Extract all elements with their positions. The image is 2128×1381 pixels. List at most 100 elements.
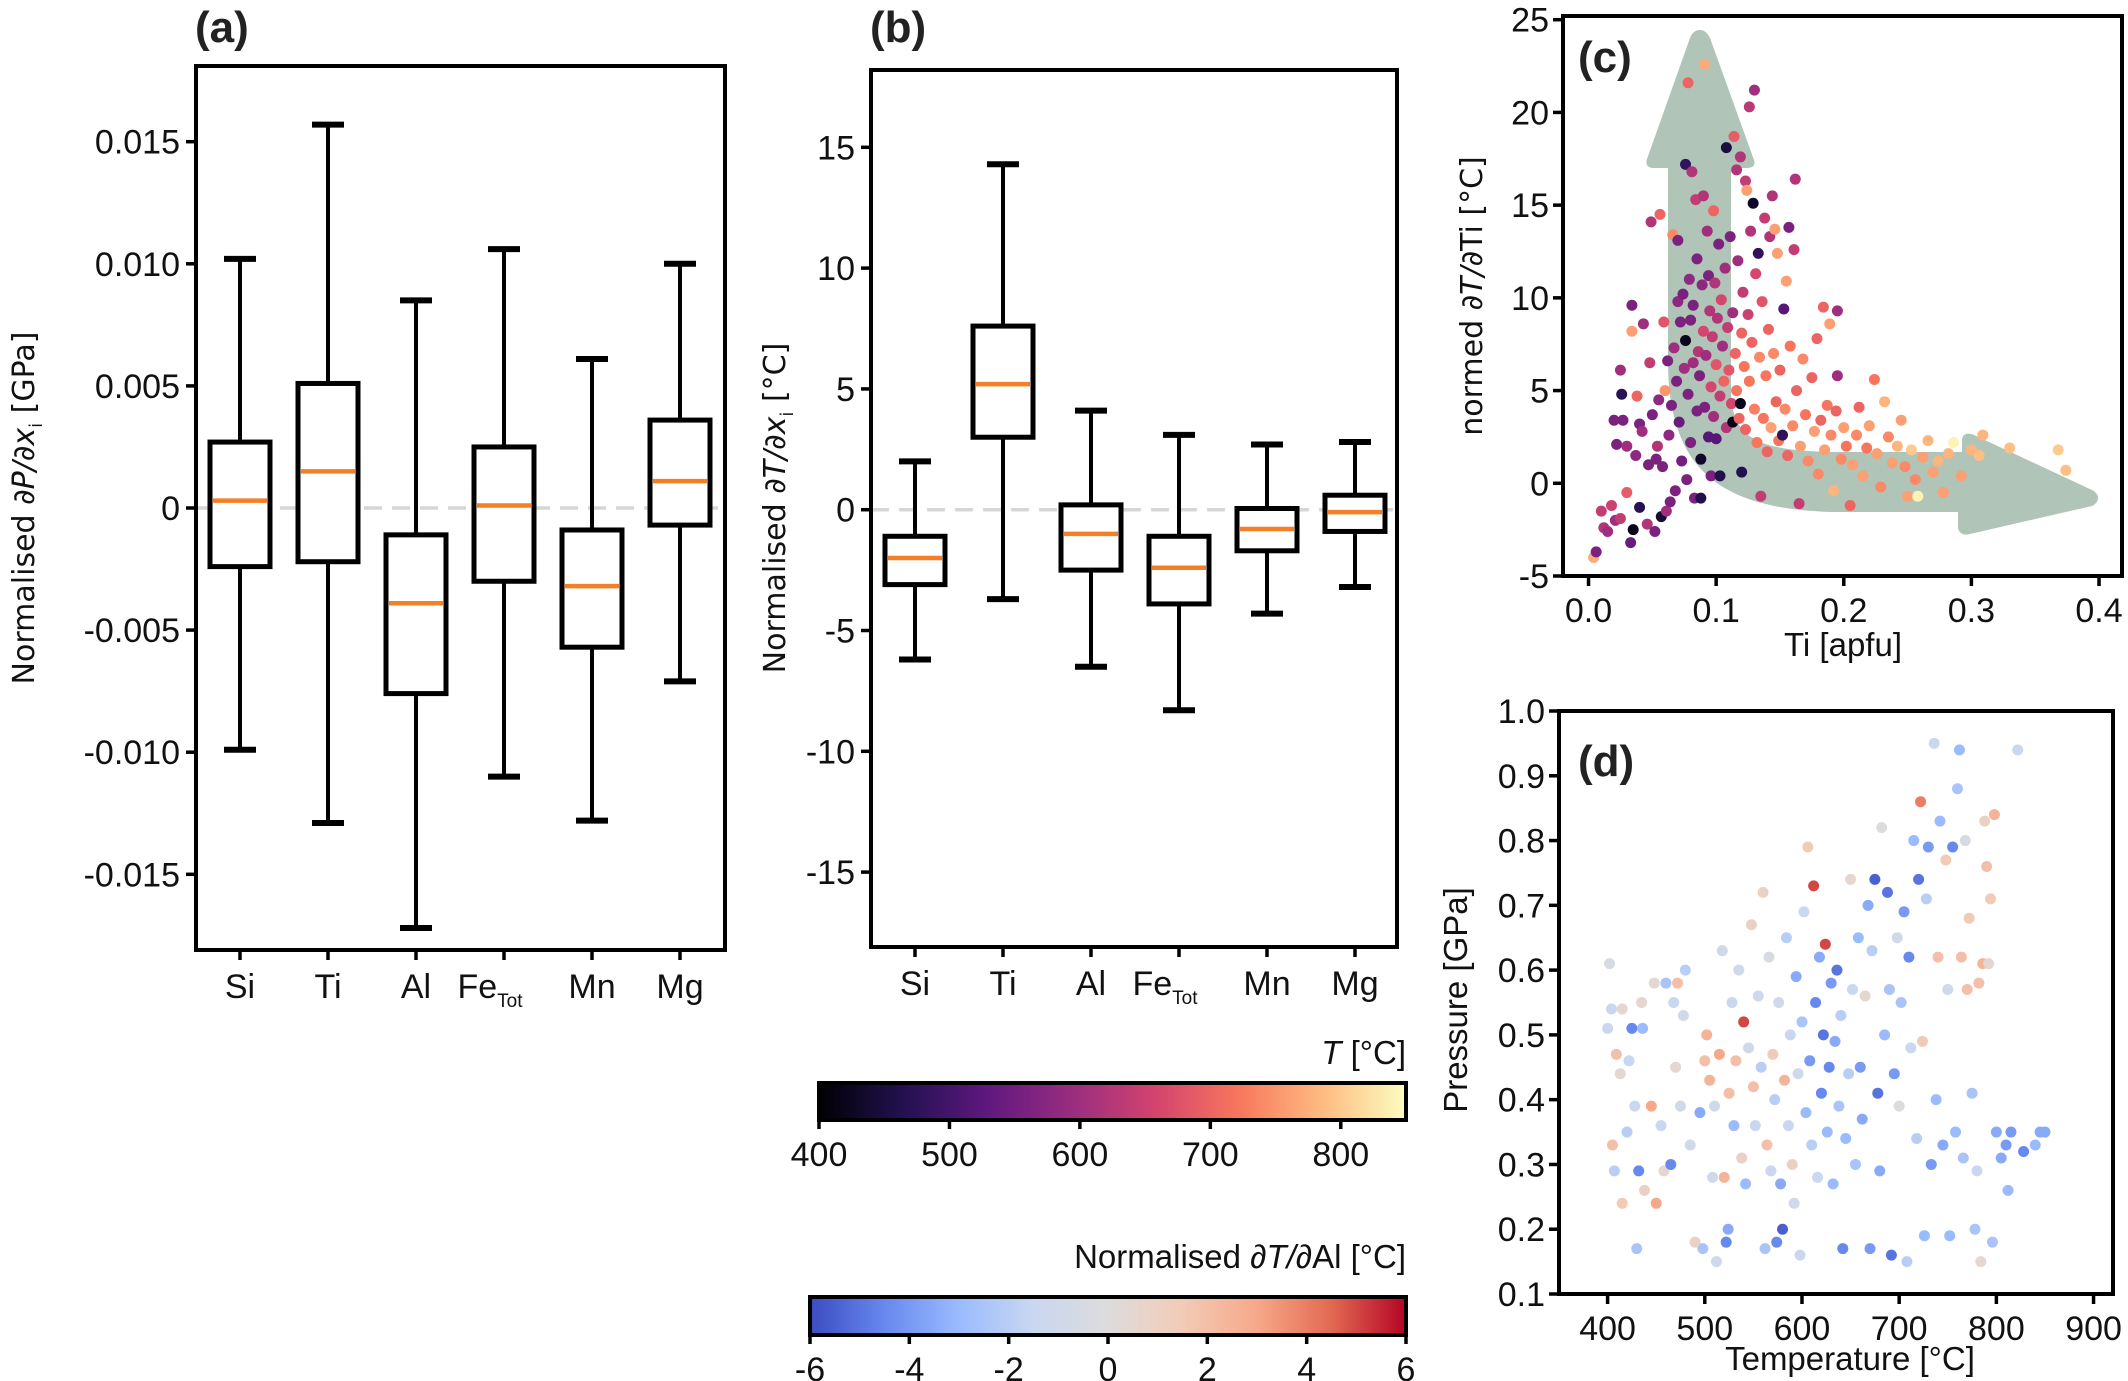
data-point [1845,873,1857,885]
data-point [1950,1126,1962,1138]
data-point [1825,977,1837,989]
data-point [1977,429,1989,441]
panel-a: (a) 0.015 0.010 0.005 0 -0.005 -0.010 -0.015 S… [7,3,727,1012]
data-point [1817,301,1829,313]
data-point [1677,288,1689,300]
data-point [1879,396,1891,408]
data-point [1871,448,1883,460]
data-point [1731,385,1743,397]
data-point [1602,1022,1614,1034]
data-point [1691,253,1703,265]
panel-d-yticks: 1.0 0.9 0.8 0.7 0.6 0.5 0.4 0.3 0.2 0.1 [1498,693,1559,1314]
data-point [1798,906,1810,918]
colorbar-dTdAl-gradient [810,1297,1406,1335]
y-tick-label: 0.4 [1498,1082,1545,1120]
data-point [1961,984,1973,996]
data-point [1837,1243,1849,1255]
y-tick-label: 0.1 [1498,1276,1545,1314]
data-point [1724,231,1736,243]
data-point [1614,513,1626,525]
x-tick-label: 500 [1676,1310,1733,1348]
data-point [1723,364,1735,376]
colorbar-temperature-label: T [°C] [1321,1034,1406,1071]
data-point [1815,414,1827,426]
colorbar-tick-label: 2 [1198,1351,1217,1381]
box-si [207,255,273,753]
colorbar-tick-label: 800 [1312,1136,1369,1174]
data-point [1677,1009,1689,1021]
data-point [1819,444,1831,456]
y-tick-label: -0.015 [84,856,180,894]
data-point [1932,951,1944,963]
data-point [1862,899,1874,911]
box-mg [647,260,713,685]
x-tick-label: Mg [656,968,703,1006]
data-point [2060,464,2072,476]
data-point [1965,444,1977,456]
data-point [1720,142,1732,154]
data-point [1728,131,1740,143]
data-point [1740,1178,1752,1190]
data-point [1783,221,1795,233]
data-point [1823,1061,1835,1073]
data-point [1932,455,1944,467]
data-point [1709,1100,1721,1112]
data-point [1704,305,1716,317]
data-point [1911,1133,1923,1145]
data-point [2004,442,2016,454]
data-point [1811,333,1823,345]
data-point [1913,873,1925,885]
data-point [1944,1230,1956,1242]
data-point [1608,414,1620,426]
data-point [1734,151,1746,163]
data-point [1713,1048,1725,1060]
data-point [1685,314,1697,326]
data-point [1695,453,1707,465]
data-point [1942,984,1954,996]
data-point [1646,409,1658,421]
data-point [1602,525,1614,537]
panel-c-xlabel: Ti [apfu] [1784,626,1902,663]
data-point [1756,296,1768,308]
data-point [1626,325,1638,337]
data-point [1985,893,1997,905]
data-point [1707,1171,1719,1183]
data-point [1983,958,1995,970]
data-point [1752,990,1764,1002]
data-point [1774,364,1786,376]
colorbar-tick-label: -2 [994,1351,1024,1381]
data-point [1840,1133,1852,1145]
data-point [1737,286,1749,298]
data-point [1710,1256,1722,1268]
data-point [2012,744,2024,756]
box-fe_tot [1146,431,1212,714]
data-point [1937,487,1949,499]
data-point [1769,223,1781,235]
iqr-box [1146,533,1212,607]
x-tick-label: Mn [568,968,615,1006]
x-tick-label: 0.3 [1948,592,1995,630]
colorbar-temperature: T [°C] 400 500 600 700 800 [791,1034,1408,1174]
data-point [1912,490,1924,502]
data-point [1947,841,1959,853]
data-point [1633,1165,1645,1177]
data-point [1876,822,1888,834]
data-point [2029,1139,2041,1151]
data-point [1610,1048,1622,1060]
data-point [1787,420,1799,432]
data-point [1821,399,1833,411]
y-tick-label: -5 [825,613,855,651]
data-point [1847,459,1859,471]
data-point [1757,886,1769,898]
data-point [1891,932,1903,944]
data-point [1975,1256,1987,1268]
colorbar-temperature-frame [817,1081,1408,1122]
data-point [1743,375,1755,387]
data-point [1790,971,1802,983]
panel-b: (b) 15 10 5 0 -5 -10 -15 Si Ti Al FeTot Mn Mg Norma… [758,3,1399,1009]
x-tick-label: Mn [1243,965,1290,1003]
y-tick-label: -10 [806,733,855,771]
y-tick-label: -0.010 [84,734,180,772]
panel-a-yticks: 0.015 0.010 0.005 0 -0.005 -0.010 -0.015 [84,124,196,894]
data-point [1614,364,1626,376]
